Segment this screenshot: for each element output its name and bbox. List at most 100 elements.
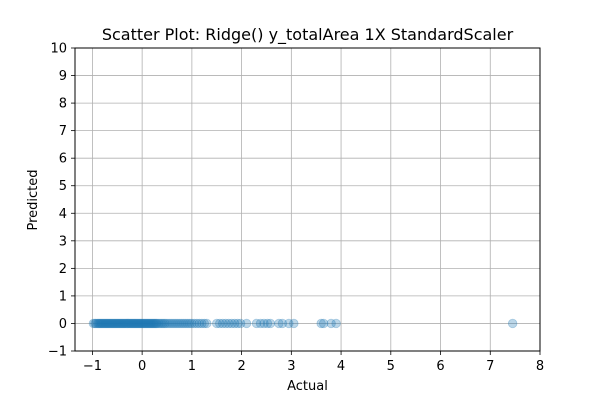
scatter-point — [150, 318, 160, 329]
scatter-point — [192, 318, 202, 329]
chart-title: Scatter Plot: Ridge() y_totalArea 1X Sta… — [102, 25, 514, 45]
scatter-point — [235, 318, 246, 329]
data-points — [88, 318, 518, 329]
y-axis-label: Predicted — [26, 169, 41, 230]
scatter-point — [251, 318, 262, 329]
scatter-point — [148, 318, 158, 329]
scatter-point — [220, 318, 231, 329]
scatter-point — [97, 318, 108, 329]
scatter-point — [119, 318, 129, 329]
scatter-point — [152, 318, 162, 329]
scatter-point — [122, 318, 132, 329]
scatter-point — [151, 318, 161, 329]
scatter-point — [103, 318, 114, 329]
scatter-point — [316, 318, 326, 329]
scatter-point — [265, 318, 276, 329]
scatter-point — [124, 318, 134, 329]
scatter-point — [136, 318, 146, 329]
scatter-point — [115, 318, 125, 329]
scatter-point — [223, 318, 234, 329]
scatter-point — [138, 318, 148, 329]
scatter-point — [90, 318, 100, 329]
scatter-point — [123, 318, 133, 329]
y-tick-label: 1 — [59, 289, 67, 304]
scatter-point — [179, 318, 189, 329]
scatter-point — [159, 318, 170, 329]
scatter-point — [98, 318, 109, 329]
scatter-point — [141, 318, 151, 329]
scatter-point — [185, 318, 195, 329]
scatter-point — [173, 318, 183, 329]
x-tick-label: 3 — [287, 359, 295, 374]
y-tick-label: 2 — [59, 262, 67, 277]
scatter-point — [507, 318, 518, 329]
scatter-point — [158, 318, 168, 329]
scatter-point — [189, 318, 200, 329]
scatter-point — [202, 318, 212, 329]
scatter-point — [183, 318, 193, 329]
scatter-point — [110, 318, 120, 329]
scatter-point — [156, 318, 167, 329]
scatter-point — [289, 318, 299, 329]
scatter-point — [212, 318, 222, 329]
x-tick-label: 0 — [138, 359, 146, 374]
scatter-point — [134, 318, 144, 329]
scatter-point — [153, 318, 164, 329]
scatter-point — [127, 318, 137, 329]
scatter-point — [277, 318, 288, 329]
scatter-point — [146, 318, 156, 329]
plot-frame — [74, 47, 541, 352]
scatter-point — [131, 318, 141, 329]
scatter-point — [255, 318, 266, 329]
y-tick-label: 0 — [59, 317, 67, 332]
scatter-point — [331, 318, 341, 329]
scatter-point — [91, 318, 101, 329]
scatter-point — [126, 318, 136, 329]
y-tick-label: 3 — [59, 234, 67, 249]
grid-lines — [75, 47, 541, 352]
scatter-point — [100, 318, 111, 329]
scatter-point — [111, 318, 121, 329]
scatter-point — [133, 318, 143, 329]
scatter-point — [99, 318, 110, 329]
scatter-point — [194, 318, 205, 329]
scatter-point — [112, 318, 122, 329]
x-tick-label: 5 — [387, 359, 395, 374]
scatter-point — [106, 318, 117, 329]
scatter-point — [117, 318, 127, 329]
scatter-point — [101, 318, 112, 329]
scatter-point — [175, 318, 185, 329]
scatter-point — [241, 318, 252, 329]
scatter-point — [143, 318, 153, 329]
scatter-point — [181, 318, 191, 329]
scatter-point — [105, 318, 116, 329]
scatter-point — [94, 318, 105, 329]
scatter-point — [125, 318, 135, 329]
scatter-point — [262, 318, 273, 329]
scatter-point — [92, 318, 103, 329]
x-tick-label: 7 — [486, 359, 494, 374]
scatter-point — [229, 318, 240, 329]
y-tick-label: 9 — [59, 69, 67, 84]
scatter-point — [130, 318, 140, 329]
x-tick-label: 2 — [237, 359, 245, 374]
scatter-point — [109, 318, 119, 329]
scatter-point — [108, 318, 118, 329]
scatter-point — [326, 318, 336, 329]
scatter-point — [144, 318, 154, 329]
scatter-point — [135, 318, 145, 329]
scatter-point — [232, 318, 243, 329]
scatter-point — [167, 318, 177, 329]
scatter-point — [95, 318, 106, 329]
scatter-point — [218, 318, 228, 329]
scatter-point — [187, 318, 197, 329]
y-tick-label: 7 — [59, 124, 67, 139]
y-tick-label: 8 — [59, 97, 67, 112]
scatter-point — [149, 318, 159, 329]
scatter-point — [129, 318, 139, 329]
scatter-point — [142, 318, 152, 329]
scatter-point — [147, 318, 157, 329]
scatter-point — [163, 318, 173, 329]
